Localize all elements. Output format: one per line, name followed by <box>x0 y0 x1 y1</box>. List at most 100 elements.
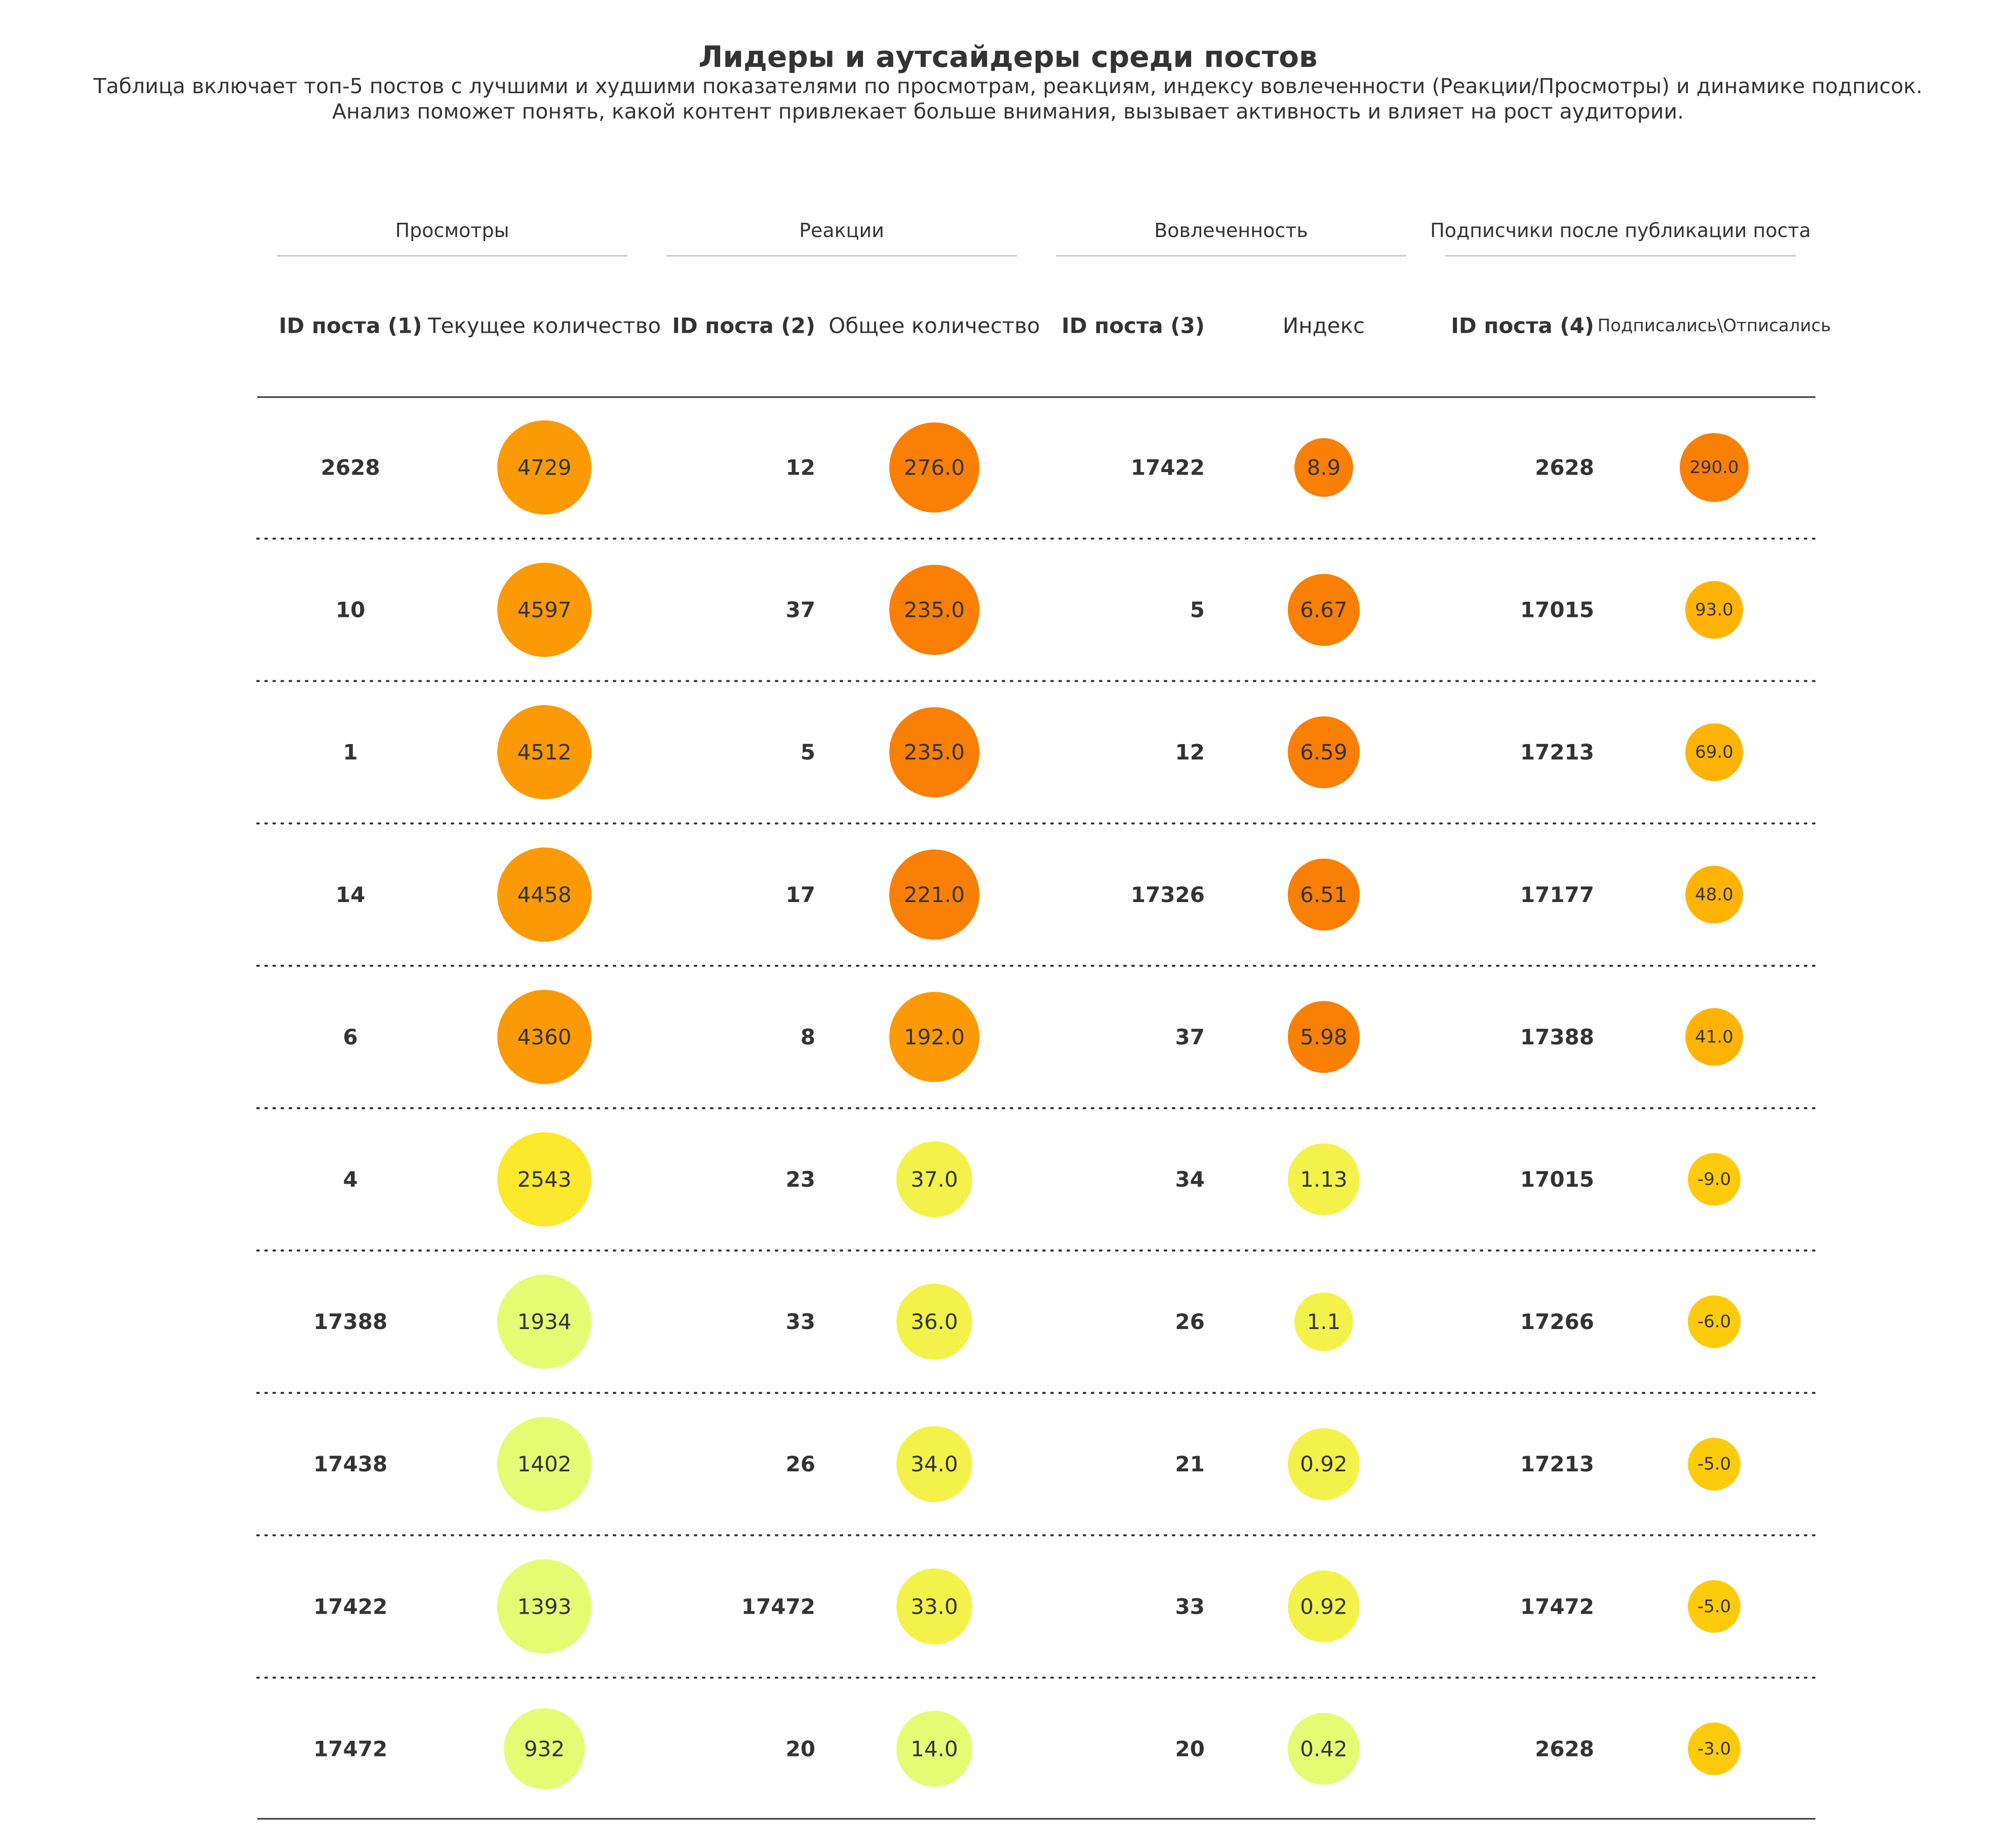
value-label-views: 4512 <box>518 740 572 765</box>
post-id-subscribers: 17266 <box>1520 1309 1594 1334</box>
post-id-reactions: 33 <box>786 1309 815 1334</box>
value-bubble-subscribers <box>1685 866 1743 924</box>
value-label-views: 4360 <box>518 1025 572 1049</box>
value-label-engagement: 1.1 <box>1307 1309 1341 1334</box>
value-bubble-views <box>497 847 591 942</box>
value-bubble-reactions <box>896 1710 972 1787</box>
value-label-views: 2543 <box>518 1167 572 1192</box>
value-label-engagement: 6.51 <box>1300 882 1348 907</box>
value-bubble-subscribers <box>1685 1008 1743 1066</box>
value-bubble-subscribers <box>1685 723 1743 782</box>
value-label-engagement: 0.42 <box>1300 1736 1348 1761</box>
value-label-subscribers: 290.0 <box>1689 457 1738 478</box>
value-label-engagement: 1.13 <box>1300 1167 1348 1192</box>
post-id-reactions: 12 <box>786 455 815 480</box>
value-bubble-views <box>497 420 591 515</box>
value-label-engagement: 0.92 <box>1300 1452 1348 1476</box>
value-label-subscribers: -5.0 <box>1697 1454 1731 1474</box>
value-bubble-engagement <box>1294 438 1353 497</box>
post-id-views: 17388 <box>313 1309 387 1334</box>
value-bubble-engagement <box>1288 1001 1360 1073</box>
value-bubble-reactions <box>896 1283 972 1360</box>
value-label-reactions: 276.0 <box>904 455 965 480</box>
post-id-views: 6 <box>343 1025 358 1049</box>
post-id-views: 17472 <box>313 1736 387 1761</box>
post-id-reactions: 26 <box>786 1452 815 1476</box>
post-id-views: 1 <box>343 740 358 765</box>
value-label-subscribers: -5.0 <box>1697 1596 1731 1617</box>
post-id-views: 14 <box>336 882 365 907</box>
value-bubble-engagement <box>1288 858 1360 931</box>
value-label-views: 4597 <box>518 598 572 622</box>
value-bubble-reactions <box>889 422 979 513</box>
value-bubble-engagement <box>1288 1570 1360 1643</box>
value-label-subscribers: 48.0 <box>1695 884 1733 905</box>
value-bubble-views <box>497 1417 591 1511</box>
group-header-reactions: Реакции <box>799 219 884 242</box>
post-id-engagement: 34 <box>1175 1167 1205 1192</box>
value-label-reactions: 37.0 <box>911 1167 958 1192</box>
value-bubble-subscribers <box>1685 581 1743 639</box>
column-header-value-reactions: Общее количество <box>828 314 1040 338</box>
value-bubble-reactions <box>896 1141 972 1218</box>
value-label-views: 932 <box>524 1736 565 1761</box>
value-bubble-reactions <box>889 707 979 798</box>
column-header-id-subscribers: ID поста (4) <box>1451 314 1594 338</box>
value-label-reactions: 34.0 <box>911 1452 958 1476</box>
value-label-subscribers: 93.0 <box>1695 600 1733 620</box>
post-id-reactions: 8 <box>801 1025 815 1049</box>
value-bubble-engagement <box>1294 1292 1353 1351</box>
post-id-subscribers: 17213 <box>1520 740 1594 765</box>
post-id-reactions: 17472 <box>741 1594 815 1619</box>
post-id-views: 2628 <box>321 455 380 480</box>
post-id-engagement: 33 <box>1175 1594 1205 1619</box>
post-id-subscribers: 17177 <box>1520 882 1594 907</box>
value-label-views: 1393 <box>518 1594 572 1619</box>
value-bubble-reactions <box>889 565 979 655</box>
group-header-subscribers: Подписчики после публикации поста <box>1430 219 1811 242</box>
post-id-engagement: 5 <box>1190 598 1205 622</box>
value-label-engagement: 5.98 <box>1300 1025 1348 1049</box>
column-header-id-reactions: ID поста (2) <box>672 314 815 338</box>
value-bubble-subscribers <box>1680 433 1749 502</box>
post-id-subscribers: 2628 <box>1535 455 1594 480</box>
post-id-subscribers: 17213 <box>1520 1452 1594 1476</box>
post-id-reactions: 20 <box>786 1736 815 1761</box>
value-label-engagement: 0.92 <box>1300 1594 1348 1619</box>
post-id-engagement: 12 <box>1175 740 1205 765</box>
value-bubble-engagement <box>1288 574 1360 646</box>
value-label-reactions: 192.0 <box>904 1025 965 1049</box>
value-label-views: 4458 <box>518 882 572 907</box>
column-header-value-views: Текущее количество <box>427 314 661 338</box>
value-bubble-subscribers <box>1688 1580 1741 1633</box>
post-id-engagement: 21 <box>1175 1452 1205 1476</box>
post-id-engagement: 17326 <box>1131 882 1205 907</box>
value-bubble-reactions <box>889 992 979 1082</box>
value-label-reactions: 14.0 <box>911 1736 958 1761</box>
value-label-reactions: 235.0 <box>904 740 965 765</box>
value-bubble-views <box>497 1559 591 1654</box>
post-id-engagement: 17422 <box>1131 455 1205 480</box>
value-label-views: 4729 <box>518 455 572 480</box>
value-label-engagement: 6.59 <box>1300 740 1348 765</box>
post-id-reactions: 37 <box>786 598 815 622</box>
value-label-reactions: 36.0 <box>911 1309 958 1334</box>
chart-title: Лидеры и аутсайдеры среди постов <box>698 40 1318 74</box>
post-id-engagement: 26 <box>1175 1309 1205 1334</box>
value-bubble-engagement <box>1288 1428 1360 1500</box>
post-id-views: 10 <box>336 598 365 622</box>
value-label-reactions: 235.0 <box>904 598 965 622</box>
value-label-subscribers: 69.0 <box>1695 742 1733 762</box>
value-bubble-views <box>497 705 591 800</box>
value-label-reactions: 33.0 <box>911 1594 958 1619</box>
post-id-views: 17422 <box>313 1594 387 1619</box>
value-bubble-reactions <box>896 1426 972 1502</box>
value-bubble-subscribers <box>1688 1153 1741 1206</box>
column-header-value-engagement: Индекс <box>1283 314 1365 338</box>
post-id-subscribers: 17015 <box>1520 598 1594 622</box>
column-header-id-views: ID поста (1) <box>279 314 422 338</box>
post-id-reactions: 23 <box>786 1167 815 1192</box>
value-label-subscribers: -9.0 <box>1697 1169 1731 1190</box>
column-header-value-subscribers: Подписались\Отписались <box>1598 316 1831 336</box>
